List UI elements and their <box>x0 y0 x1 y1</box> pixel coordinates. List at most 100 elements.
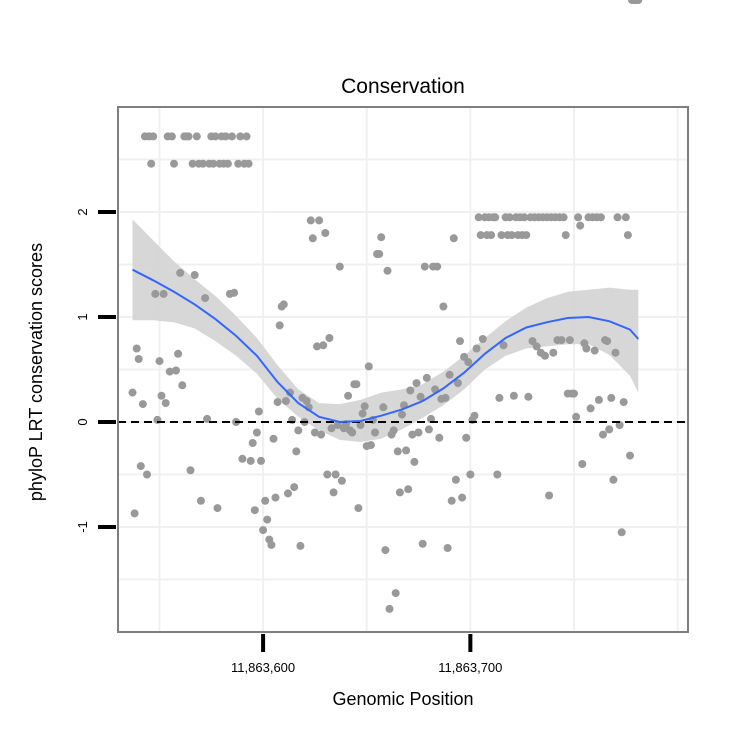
data-point <box>267 540 276 549</box>
data-point <box>621 213 630 222</box>
data-point <box>605 425 614 434</box>
data-point <box>404 485 413 494</box>
data-point <box>302 397 311 405</box>
data-point <box>273 398 282 407</box>
data-point <box>594 395 603 404</box>
data-point <box>596 213 605 222</box>
data-point <box>549 348 558 357</box>
data-point <box>228 132 236 141</box>
data-point <box>360 402 369 411</box>
data-point <box>572 412 581 421</box>
data-point <box>541 351 549 360</box>
data-point <box>524 392 533 401</box>
data-point <box>174 349 183 358</box>
data-point <box>315 216 324 225</box>
data-point <box>456 337 464 346</box>
data-point <box>317 430 326 439</box>
data-point <box>263 515 272 524</box>
data-point <box>472 344 481 353</box>
data-point <box>319 341 328 350</box>
data-point <box>138 400 147 409</box>
data-point <box>128 388 137 397</box>
data-point <box>447 496 456 505</box>
data-point <box>410 457 419 466</box>
data-point <box>296 541 305 550</box>
data-point <box>464 358 473 367</box>
data-point <box>495 393 504 402</box>
data-point <box>578 460 587 468</box>
data-point <box>377 233 386 242</box>
data-point <box>412 379 421 388</box>
data-point <box>427 414 435 423</box>
data-point <box>557 336 566 345</box>
data-point <box>509 391 518 400</box>
y-tick-label: 1 <box>75 313 90 320</box>
data-point <box>499 341 508 350</box>
data-point <box>623 231 632 240</box>
data-point <box>337 476 346 485</box>
data-point <box>371 428 379 437</box>
y-axis: -1 0 1 2 <box>75 208 116 533</box>
data-point <box>176 268 185 277</box>
data-point <box>192 132 201 141</box>
y-axis-label: phyloP LRT conservation scores <box>26 243 46 501</box>
data-point <box>497 231 506 240</box>
data-point <box>607 393 616 402</box>
data-point <box>236 132 245 141</box>
data-point <box>449 234 458 243</box>
data-point <box>559 213 568 222</box>
data-point <box>149 132 158 141</box>
data-point <box>478 335 487 343</box>
data-point <box>356 421 365 430</box>
data-point <box>211 132 220 141</box>
data-point <box>586 404 595 413</box>
data-point <box>147 159 156 168</box>
data-point <box>199 159 207 168</box>
x-axis-label: Genomic Position <box>332 689 473 709</box>
data-point <box>248 439 257 447</box>
data-point <box>408 430 417 439</box>
data-point <box>451 475 460 484</box>
data-point <box>333 421 342 430</box>
x-tick-label: 11,863,600 <box>231 660 295 675</box>
data-point <box>565 336 574 345</box>
data-point <box>391 589 400 598</box>
data-point <box>151 289 160 298</box>
data-point <box>186 466 195 475</box>
data-point <box>561 231 570 240</box>
data-point <box>269 434 278 443</box>
data-point <box>348 428 357 437</box>
x-axis: 11,863,600 11,863,700 <box>231 634 502 675</box>
data-point <box>385 604 394 613</box>
data-point <box>290 483 299 492</box>
data-point <box>389 426 398 435</box>
data-point <box>375 250 384 258</box>
data-point <box>611 348 620 357</box>
data-point <box>167 132 176 141</box>
data-point <box>323 470 332 479</box>
plot-grid <box>118 107 688 632</box>
data-point <box>574 213 583 222</box>
data-point <box>244 159 253 168</box>
data-point <box>238 454 247 463</box>
data-point <box>335 262 344 271</box>
data-point <box>453 379 462 388</box>
data-point <box>603 337 612 346</box>
data-point <box>203 414 212 423</box>
data-point <box>321 229 330 237</box>
data-point <box>213 504 222 513</box>
panel-border <box>117 106 689 633</box>
data-point <box>261 496 270 505</box>
data-point <box>130 509 139 518</box>
data-point <box>234 159 243 168</box>
data-point <box>358 409 367 418</box>
data-point <box>157 391 166 400</box>
data-point <box>493 470 502 479</box>
data-point <box>402 446 411 455</box>
data-point <box>190 271 199 279</box>
x-tick-label: 11,863,700 <box>438 660 502 675</box>
data-point <box>626 451 634 460</box>
data-point <box>462 433 471 442</box>
data-point <box>252 428 261 437</box>
data-point <box>201 294 210 303</box>
